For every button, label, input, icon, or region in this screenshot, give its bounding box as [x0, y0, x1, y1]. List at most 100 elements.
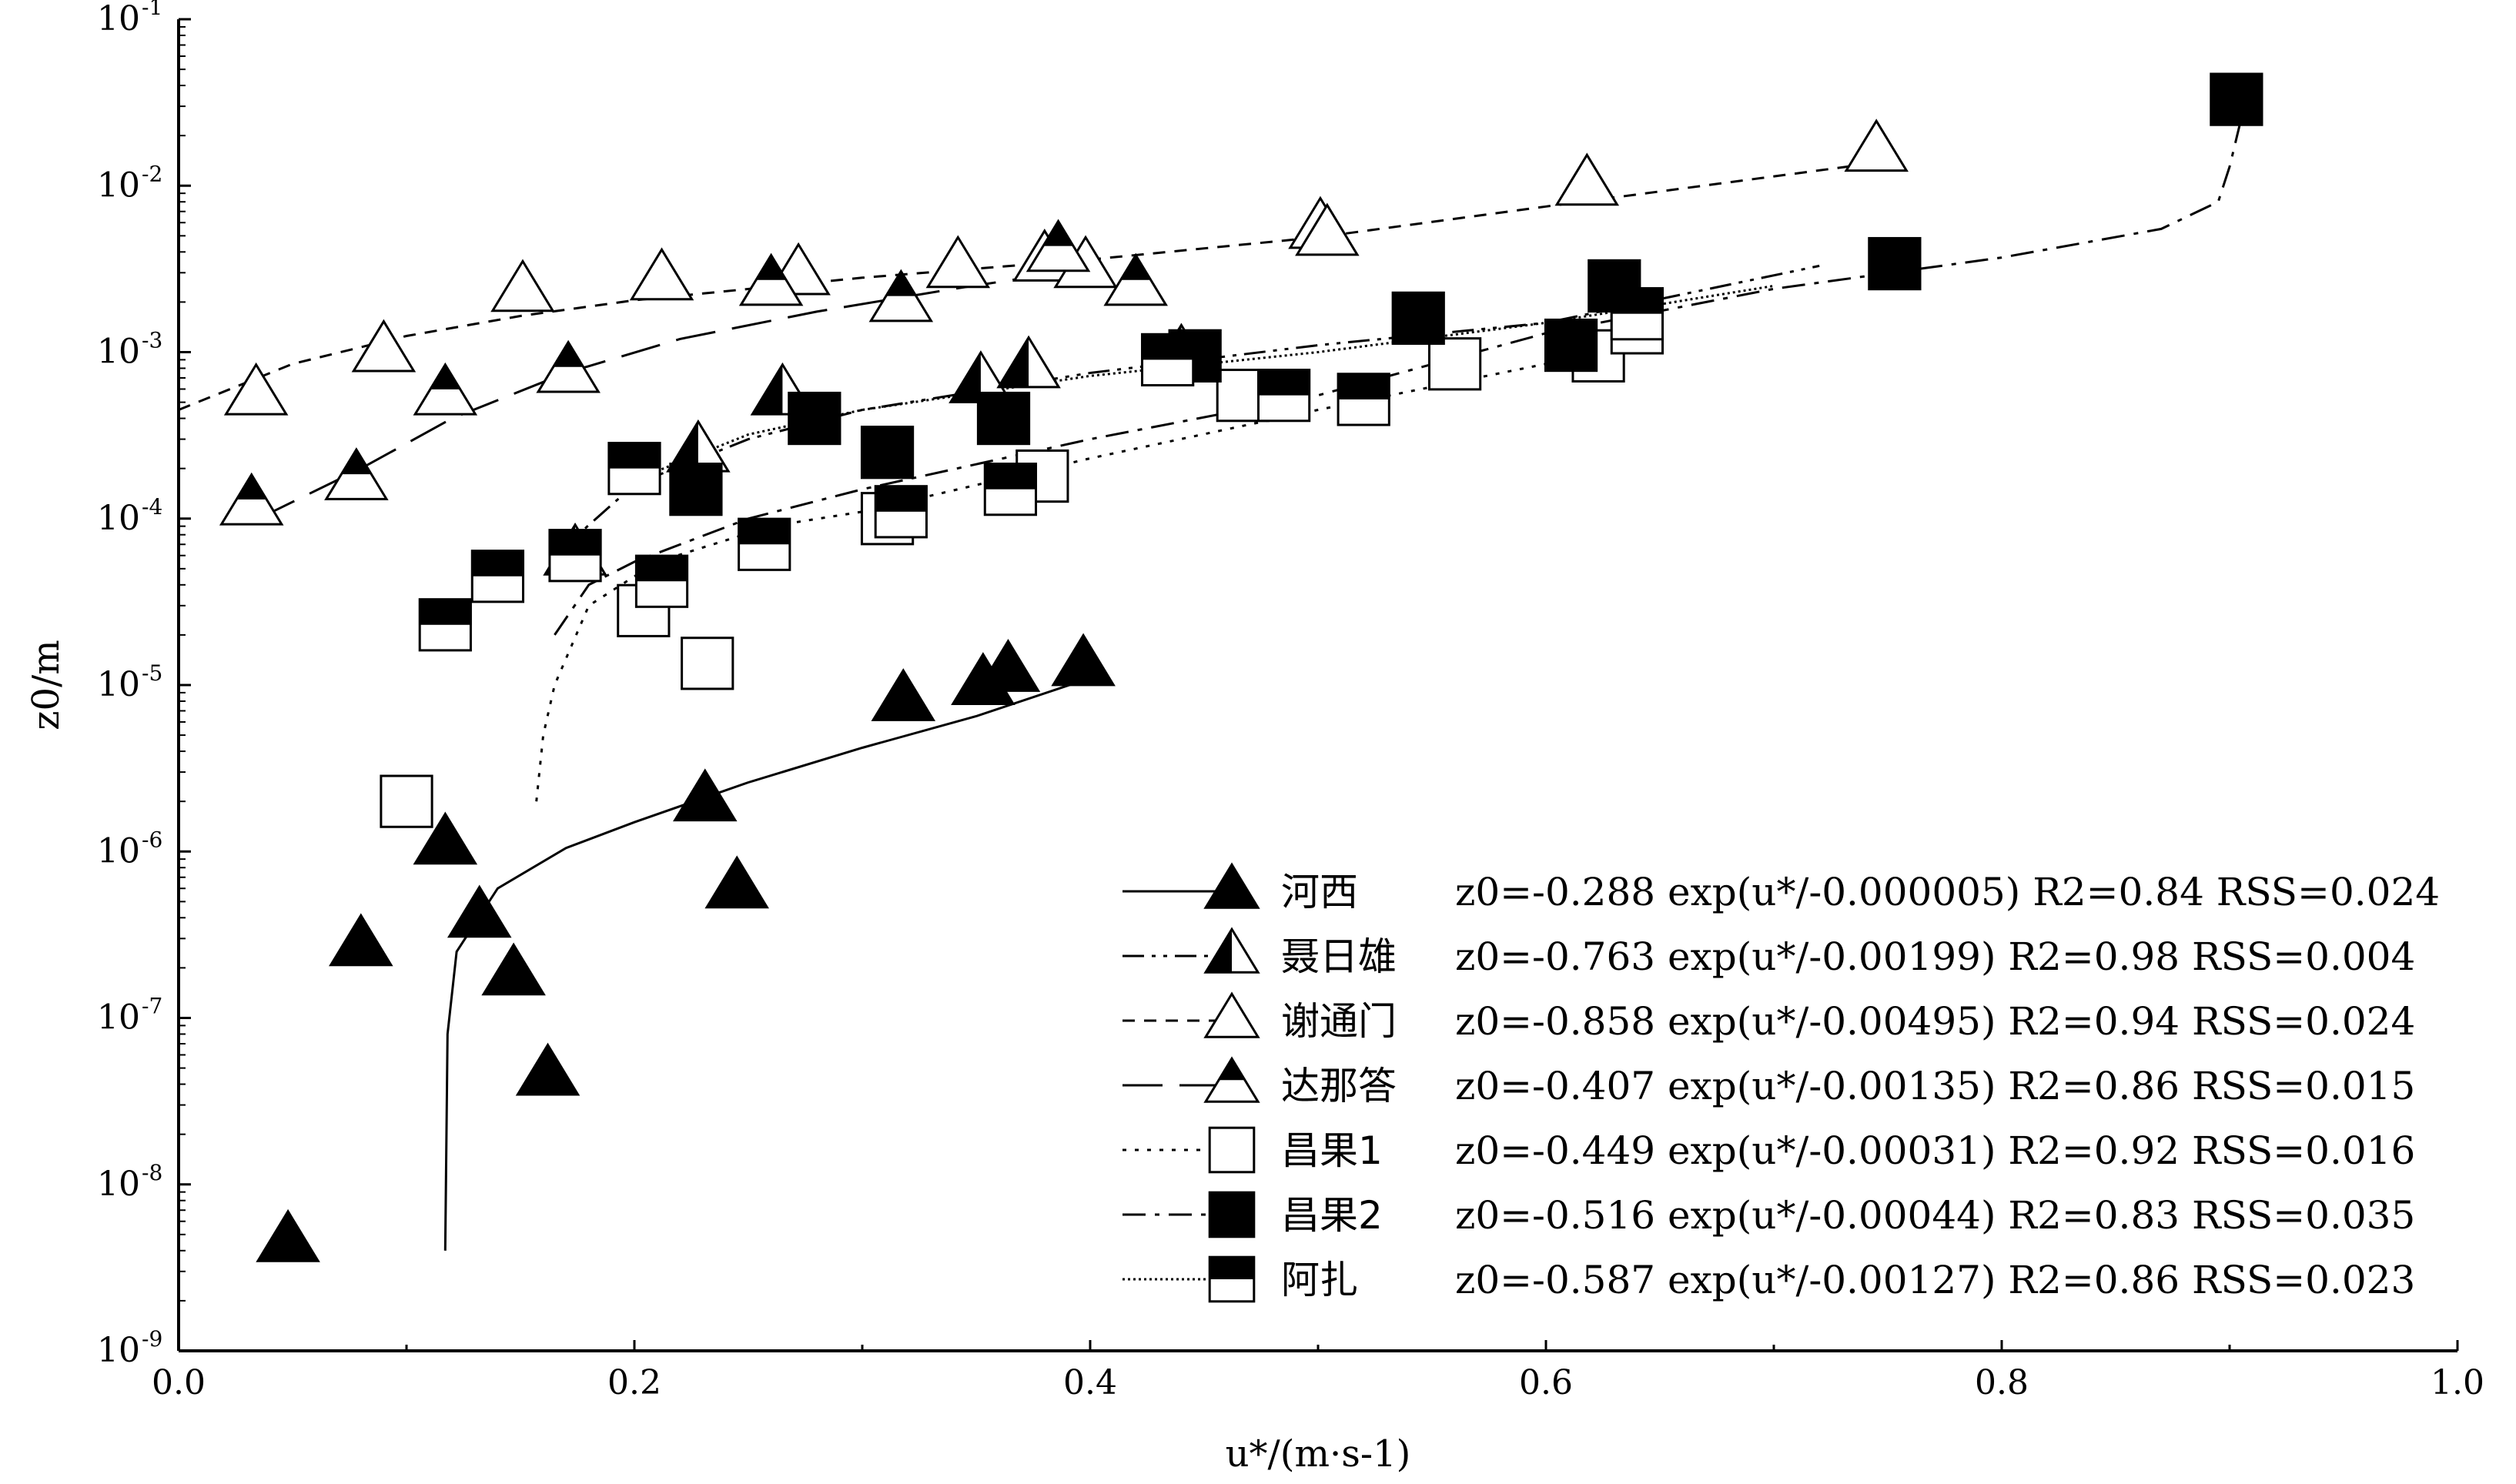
data-point-s5-3	[681, 637, 734, 690]
data-point-s1-11	[975, 639, 1041, 692]
data-point-s4-1	[219, 472, 284, 526]
data-point-s1-9	[871, 668, 936, 721]
legend-marker	[1208, 1255, 1256, 1303]
fit-line-1	[443, 677, 1091, 1251]
data-point-s7-8	[983, 463, 1038, 516]
legend-marker	[1203, 862, 1260, 909]
y-tick-label: 10	[97, 333, 140, 372]
data-point-s3-10	[1295, 202, 1360, 256]
data-point-s7-2	[470, 550, 525, 603]
y-tick-label: 10	[97, 165, 140, 205]
y-tick-exponent: -6	[142, 827, 162, 852]
data-point-s4-5	[738, 252, 804, 306]
legend-marker	[1203, 1056, 1260, 1103]
data-point-s4-3	[413, 362, 478, 416]
legend-entry-5: 昌果1 z0=-0.449 exp(u*/-0.00031) R2=0.92 RS…	[1122, 1126, 2415, 1174]
data-point-s5-7	[1427, 337, 1482, 391]
data-point-s7-4	[607, 442, 661, 496]
data-point-s3-6	[925, 235, 991, 289]
data-point-s4-2	[324, 447, 389, 500]
legend-marker	[1203, 927, 1260, 974]
data-point-s6-7	[1544, 318, 1598, 373]
data-point-s6-2	[788, 391, 841, 446]
data-point-s7-12	[1610, 287, 1665, 341]
data-point-s1-1	[256, 1208, 320, 1262]
data-point-s1-12	[1051, 633, 1116, 687]
legend-entry-1: 河西 z0=-0.288 exp(u*/-0.000005) R2=0.84 RS…	[1122, 862, 2440, 914]
legend-equation: z0=-0.516 exp(u*/-0.00044) R2=0.83 RSS=0…	[1455, 1193, 2415, 1238]
legend-series-name: 河西	[1281, 870, 1358, 914]
data-point-s3-4	[629, 247, 694, 301]
legend-series-name: 昌果1	[1281, 1128, 1383, 1173]
data-point-s6-9	[1868, 236, 1922, 291]
legend-marker	[1208, 1191, 1256, 1238]
fit-line-7	[611, 284, 1775, 491]
data-point-s6-10	[2210, 72, 2263, 126]
legend-equation: z0=-0.858 exp(u*/-0.00495) R2=0.94 RSS=0…	[1455, 999, 2415, 1044]
x-tick-label: 1.0	[2431, 1363, 2484, 1402]
legend-marker	[1208, 1126, 1256, 1174]
data-point-s4-6	[868, 269, 934, 323]
data-point-s2-5	[996, 335, 1061, 389]
data-point-s1-3	[413, 811, 478, 865]
data-point-s1-2	[329, 913, 393, 967]
legend-series-name: 聂日雄	[1281, 934, 1397, 979]
data-point-s3-11	[1554, 152, 1620, 206]
y-tick-label: 10	[97, 499, 140, 538]
legend-series-name: 谢通门	[1281, 999, 1397, 1044]
axes-layer: 0.0 0.2 0.4 0.6 0.8 1.010-910-810-710-610-510…	[25, 0, 2484, 1476]
y-tick-label: 10	[97, 831, 140, 871]
y-tick-exponent: -3	[142, 328, 162, 353]
data-point-s4-7	[1025, 219, 1091, 272]
legend-series-name: 阿扎	[1281, 1258, 1358, 1302]
y-tick-exponent: -7	[142, 994, 162, 1019]
data-point-s6-4	[976, 391, 1031, 446]
data-point-s3-1	[223, 362, 289, 416]
data-point-s7-1	[418, 598, 472, 652]
y-tick-label: 10	[97, 0, 140, 38]
legend-equation: z0=-0.407 exp(u*/-0.00135) R2=0.86 RSS=0…	[1455, 1064, 2415, 1108]
data-point-s1-8	[704, 855, 769, 909]
data-point-s7-7	[874, 485, 928, 539]
data-point-s4-8	[1103, 252, 1168, 306]
legend-equation: z0=-0.288 exp(u*/-0.000005) R2=0.84 RSS=…	[1455, 870, 2440, 914]
data-points-layer	[219, 72, 2263, 1262]
x-axis-title: u*/(m·s-1)	[1226, 1432, 1411, 1476]
fit-line-6	[554, 119, 2243, 636]
fit-line-4	[257, 266, 1091, 520]
y-tick-label: 10	[97, 1331, 140, 1370]
data-point-s6-6	[1391, 291, 1445, 345]
legend-equation: z0=-0.587 exp(u*/-0.00127) R2=0.86 RSS=0…	[1455, 1258, 2415, 1302]
data-point-s6-1	[669, 463, 723, 516]
legend-entry-4: 达那答 z0=-0.407 exp(u*/-0.00135) R2=0.86 RS…	[1122, 1056, 2415, 1108]
data-point-s7-10	[1256, 369, 1311, 423]
legend-series-name: 达那答	[1281, 1064, 1397, 1108]
y-tick-exponent: -8	[142, 1160, 162, 1185]
fit-line-5	[535, 322, 1649, 802]
x-tick-label: 0.6	[1519, 1363, 1573, 1402]
data-point-s1-6	[515, 1042, 580, 1096]
data-point-s1-7	[672, 768, 738, 822]
data-point-s7-3	[548, 529, 602, 583]
y-tick-exponent: -5	[142, 660, 162, 686]
data-point-s7-6	[738, 517, 791, 571]
data-point-s5-1	[380, 774, 433, 828]
x-tick-label: 0.0	[152, 1363, 206, 1402]
y-tick-exponent: -2	[142, 161, 162, 186]
y-tick-exponent: -4	[142, 494, 162, 520]
fit-line-3	[178, 160, 1889, 411]
legend-entry-6: 昌果2 z0=-0.516 exp(u*/-0.00044) R2=0.83 RS…	[1122, 1191, 2415, 1238]
y-tick-exponent: -9	[142, 1326, 162, 1352]
y-tick-label: 10	[97, 1165, 140, 1204]
legend-marker	[1203, 991, 1260, 1038]
data-point-s7-5	[634, 554, 689, 608]
data-point-s4-4	[536, 339, 601, 393]
data-point-s3-2	[351, 319, 417, 373]
legend-series-name: 昌果2	[1281, 1193, 1383, 1238]
x-tick-label: 0.4	[1063, 1363, 1117, 1402]
legend-equation: z0=-0.763 exp(u*/-0.00199) R2=0.98 RSS=0…	[1455, 934, 2415, 979]
data-point-s7-11	[1337, 373, 1390, 426]
legend-equation: z0=-0.449 exp(u*/-0.00031) R2=0.92 RSS=0…	[1455, 1128, 2415, 1173]
data-point-s1-4	[447, 884, 512, 938]
